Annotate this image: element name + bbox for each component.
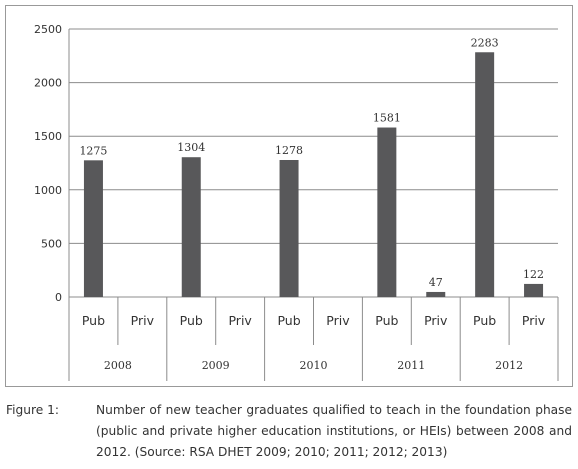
- bar: [181, 157, 201, 297]
- figure-caption: Figure 1: Number of new teacher graduate…: [6, 400, 572, 463]
- y-tick-label: 1500: [34, 130, 62, 143]
- year-label: 2008: [104, 359, 132, 372]
- y-tick-label: 500: [41, 237, 62, 250]
- year-label: 2012: [495, 359, 523, 372]
- category-label: Pub: [82, 313, 105, 328]
- bar: [524, 283, 544, 297]
- y-tick-label: 1000: [34, 184, 62, 197]
- category-label: Pub: [375, 313, 398, 328]
- caption-text: Number of new teacher graduates qualifie…: [96, 403, 572, 459]
- year-label: 2010: [300, 359, 328, 372]
- category-label: Pub: [277, 313, 300, 328]
- data-label: 47: [429, 276, 443, 289]
- y-tick-label: 2500: [34, 23, 62, 36]
- bar: [475, 52, 495, 297]
- year-label: 2011: [397, 359, 425, 372]
- category-label: Priv: [424, 313, 448, 328]
- data-label: 122: [523, 268, 544, 281]
- data-label: 1304: [177, 141, 205, 154]
- data-label: 1278: [275, 144, 303, 157]
- bar: [377, 127, 397, 297]
- data-label: 1275: [79, 144, 107, 157]
- bar: [83, 160, 103, 297]
- category-label: Pub: [180, 313, 203, 328]
- category-label: Pub: [473, 313, 496, 328]
- category-label: Priv: [131, 313, 155, 328]
- y-tick-label: 2000: [34, 77, 62, 90]
- bar-chart: 0 500 1000 1500 2000 2500 1275 Pub Priv 1304 Pub Pr…: [34, 23, 559, 381]
- year-label: 2009: [202, 359, 230, 372]
- chart-frame: 0 500 1000 1500 2000 2500 1275 Pub Priv 1304 Pub Pr…: [5, 5, 573, 387]
- bar: [279, 159, 299, 297]
- data-label: 2283: [471, 36, 499, 49]
- caption-label: Figure 1:: [6, 403, 59, 417]
- category-label: Priv: [228, 313, 252, 328]
- bar: [426, 291, 446, 297]
- category-label: Priv: [522, 313, 546, 328]
- category-label: Priv: [326, 313, 350, 328]
- y-tick-label: 0: [55, 291, 62, 304]
- data-label: 1581: [373, 112, 401, 125]
